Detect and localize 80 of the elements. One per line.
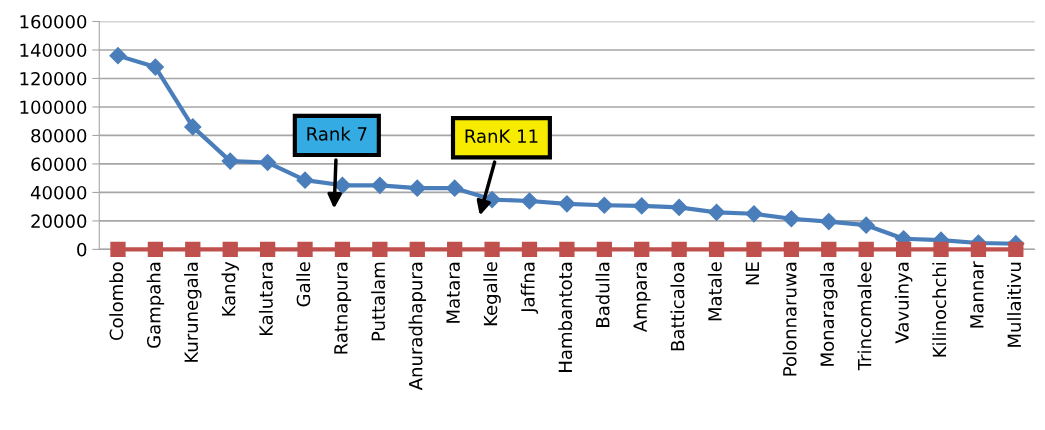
x-tick-label: Trincomalee [857,262,872,371]
y-tick-label: 100000 [20,100,87,115]
point [820,213,838,231]
x-tick-label: Matale [707,262,722,321]
point [109,47,127,65]
point [446,179,464,197]
point [259,153,277,172]
point [857,216,875,234]
x-tick-label: Kandy [221,261,239,316]
y-tick-label: 80000 [31,128,87,143]
y-tick-label: 140000 [20,43,87,58]
point [633,197,651,215]
point [110,241,126,258]
point [147,241,164,258]
point [783,241,800,258]
y-tick-label: 60000 [31,157,87,172]
point [595,196,613,214]
x-tick-label: NE [745,262,759,285]
y-tick-label: 120000 [20,71,87,86]
point [409,241,425,258]
point [782,210,800,228]
x-tick-label: Kilinochchi [932,262,947,357]
point [670,198,688,216]
point [185,241,201,258]
point [708,203,726,221]
x-tick-label: Matara [446,262,460,323]
x-tick-label: Jaffna [520,262,539,314]
y-tick-label: 160000 [20,14,87,29]
point [671,241,687,258]
point [596,241,612,258]
x-tick-label: Kegalle [483,262,501,326]
point [372,241,388,258]
point [447,241,463,258]
x-tick-label: Galle [296,262,311,307]
point [821,241,837,258]
point [708,241,725,258]
point [745,205,763,223]
point [559,241,575,258]
point [222,241,238,258]
x-tick-label: Hambantota [558,262,573,372]
point [296,171,314,189]
point [408,179,426,197]
x-tick-label: Kurunegala [184,262,202,362]
y-tick-label: 40000 [30,185,87,200]
point [933,241,949,258]
point [970,241,987,258]
point [858,241,874,258]
x-tick-label: Ratnapura [334,262,352,354]
x-tick-label: Colombo [109,262,124,341]
point [259,241,276,258]
annotation: Rank 7 [307,126,367,141]
point [184,118,202,136]
point [634,241,650,258]
x-tick-label: Badulla [595,262,610,327]
point [484,241,500,258]
x-tick-label: Monaragala [820,262,838,366]
x-tick-label: Polonnaruwa [782,262,797,376]
point [1008,241,1024,258]
x-tick-label: Mullaitivu [1007,262,1022,347]
point [895,241,912,258]
point [297,241,313,258]
point [521,241,538,258]
x-tick-label: Puttalam [371,262,386,341]
point [146,58,164,76]
point [371,176,389,194]
point [221,152,239,170]
y-tick-label: 0 [77,242,87,257]
point [334,241,351,258]
x-tick-label: Batticaloa [670,262,685,351]
y-tick-label: 20000 [31,214,87,229]
x-tick-label: Ampara [633,262,651,333]
x-tick-label: Mannar [970,261,984,328]
x-tick-label: Vavuinya [894,262,913,344]
x-tick-label: Anuradhapura [408,262,427,391]
point [558,195,576,213]
point [746,241,762,258]
x-tick-label: Gampaha [146,262,165,348]
annotation: RanK 11 [465,129,538,143]
point [520,192,539,210]
x-tick-label: Kalutara [258,262,273,336]
